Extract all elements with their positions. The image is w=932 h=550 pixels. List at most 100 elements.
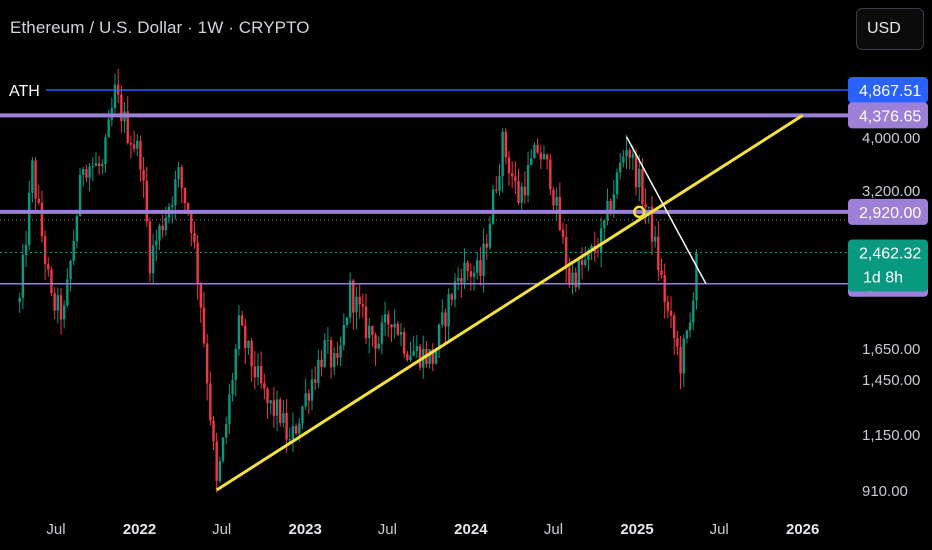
candle-body: [85, 169, 88, 178]
candle-body: [685, 330, 689, 339]
candle-body: [250, 340, 253, 367]
candle-body: [609, 200, 612, 213]
candle-body: [234, 348, 237, 381]
candle-body: [415, 346, 419, 352]
candle: [123, 102, 126, 134]
candle: [47, 257, 50, 277]
candle-body: [387, 314, 390, 325]
candle: [253, 351, 257, 390]
candle: [85, 164, 88, 183]
candle: [393, 309, 396, 339]
candle-body: [650, 206, 654, 242]
candle-body: [428, 349, 431, 365]
currency-button[interactable]: USD: [856, 8, 924, 50]
candle: [228, 383, 231, 435]
candle-body: [355, 296, 358, 313]
candle-body: [323, 340, 326, 368]
candle-body: [603, 220, 606, 229]
candle-body: [345, 317, 349, 325]
resistance-trendline: [625, 136, 707, 285]
candle: [561, 222, 565, 245]
candle-body: [367, 325, 371, 339]
candle: [320, 350, 323, 377]
candle: [599, 217, 603, 268]
candle: [615, 168, 619, 200]
candle-body: [104, 137, 107, 165]
candle: [396, 321, 399, 337]
candle: [323, 333, 326, 368]
candle-body: [399, 332, 403, 335]
candle-body: [657, 236, 660, 271]
candle: [638, 154, 641, 202]
candle: [301, 405, 304, 429]
candle-body: [460, 277, 463, 283]
candle: [37, 184, 40, 205]
price-axis[interactable]: 4,000.003,200.002,920.002,160.001,650.00…: [862, 130, 920, 500]
candle-body: [434, 349, 438, 364]
candle: [507, 150, 511, 186]
candle-body: [479, 260, 482, 277]
candle-body: [342, 324, 345, 346]
candle-body: [539, 152, 542, 160]
x-tick-label: 2022: [123, 521, 156, 538]
candle-body: [136, 140, 139, 149]
candle-body: [463, 262, 466, 283]
current-price-badge-value: 2,462.32: [859, 246, 921, 263]
candle: [574, 267, 577, 293]
current-price-badge-countdown: 1d 8h: [863, 270, 903, 287]
candle-body: [514, 176, 517, 182]
candle-body: [619, 162, 622, 173]
candle-body: [390, 324, 393, 328]
candle-body: [50, 269, 53, 294]
candle-body: [507, 157, 511, 174]
candle: [339, 336, 342, 367]
candle-body: [88, 166, 91, 178]
candle-body: [285, 413, 288, 440]
candle-body: [444, 312, 447, 327]
y-tick-label: 3,200.00: [862, 183, 920, 200]
candle-body: [228, 394, 231, 425]
candle: [256, 353, 260, 386]
candle-body: [31, 160, 34, 193]
candle: [145, 166, 148, 227]
candle-body: [612, 194, 616, 213]
candle: [625, 134, 628, 169]
candle-body: [148, 221, 152, 274]
x-tick-label: Jul: [378, 521, 397, 538]
candle: [352, 278, 355, 330]
candle: [28, 180, 31, 251]
candle: [244, 318, 247, 365]
candle: [282, 400, 285, 428]
candle: [272, 386, 276, 429]
candle-body: [275, 399, 279, 416]
candle: [564, 224, 568, 284]
candle: [202, 291, 206, 348]
candle-body: [94, 163, 98, 166]
candle: [650, 195, 654, 256]
candle-body: [186, 203, 190, 214]
candle: [692, 292, 695, 330]
candle: [132, 130, 136, 153]
candle-body: [644, 204, 647, 208]
price-badge-0: 4,867.51: [848, 77, 928, 103]
time-axis[interactable]: Jul 2022 Jul 2023 Jul 2024 Jul 2025 Jul 2026: [46, 521, 819, 538]
candle-body: [247, 340, 250, 348]
candle: [326, 327, 330, 355]
candle-body: [320, 359, 323, 368]
candle-body: [377, 343, 380, 349]
candle-body: [47, 264, 50, 270]
candle: [190, 211, 193, 247]
candle-body: [253, 366, 257, 378]
candle-body: [590, 245, 593, 251]
candle-body: [447, 294, 450, 327]
candle: [158, 223, 161, 251]
candle-body: [78, 174, 82, 217]
candle-body: [161, 225, 164, 231]
candle-body: [193, 232, 196, 243]
price-badge-2: 2,920.00: [848, 198, 928, 225]
candle: [437, 323, 441, 359]
candle-body: [298, 423, 301, 434]
candle-body: [225, 424, 228, 438]
candle: [634, 148, 638, 196]
